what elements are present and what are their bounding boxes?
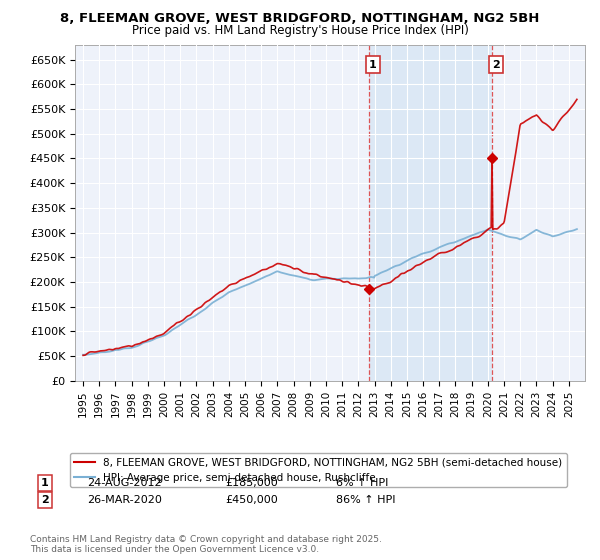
Text: Price paid vs. HM Land Registry's House Price Index (HPI): Price paid vs. HM Land Registry's House … bbox=[131, 24, 469, 36]
Text: 1: 1 bbox=[41, 478, 49, 488]
Text: Contains HM Land Registry data © Crown copyright and database right 2025.
This d: Contains HM Land Registry data © Crown c… bbox=[30, 535, 382, 554]
Text: £185,000: £185,000 bbox=[225, 478, 278, 488]
Text: 86% ↑ HPI: 86% ↑ HPI bbox=[336, 495, 395, 505]
Text: 6% ↑ HPI: 6% ↑ HPI bbox=[336, 478, 388, 488]
Text: 26-MAR-2020: 26-MAR-2020 bbox=[87, 495, 162, 505]
Text: 1: 1 bbox=[369, 59, 377, 69]
Text: £450,000: £450,000 bbox=[225, 495, 278, 505]
Text: 2: 2 bbox=[41, 495, 49, 505]
Bar bbox=[369, 45, 491, 381]
Text: 2: 2 bbox=[492, 59, 500, 69]
Text: 8, FLEEMAN GROVE, WEST BRIDGFORD, NOTTINGHAM, NG2 5BH: 8, FLEEMAN GROVE, WEST BRIDGFORD, NOTTIN… bbox=[61, 12, 539, 25]
Legend: 8, FLEEMAN GROVE, WEST BRIDGFORD, NOTTINGHAM, NG2 5BH (semi-detached house), HPI: 8, FLEEMAN GROVE, WEST BRIDGFORD, NOTTIN… bbox=[70, 453, 566, 487]
Text: 24-AUG-2012: 24-AUG-2012 bbox=[87, 478, 161, 488]
